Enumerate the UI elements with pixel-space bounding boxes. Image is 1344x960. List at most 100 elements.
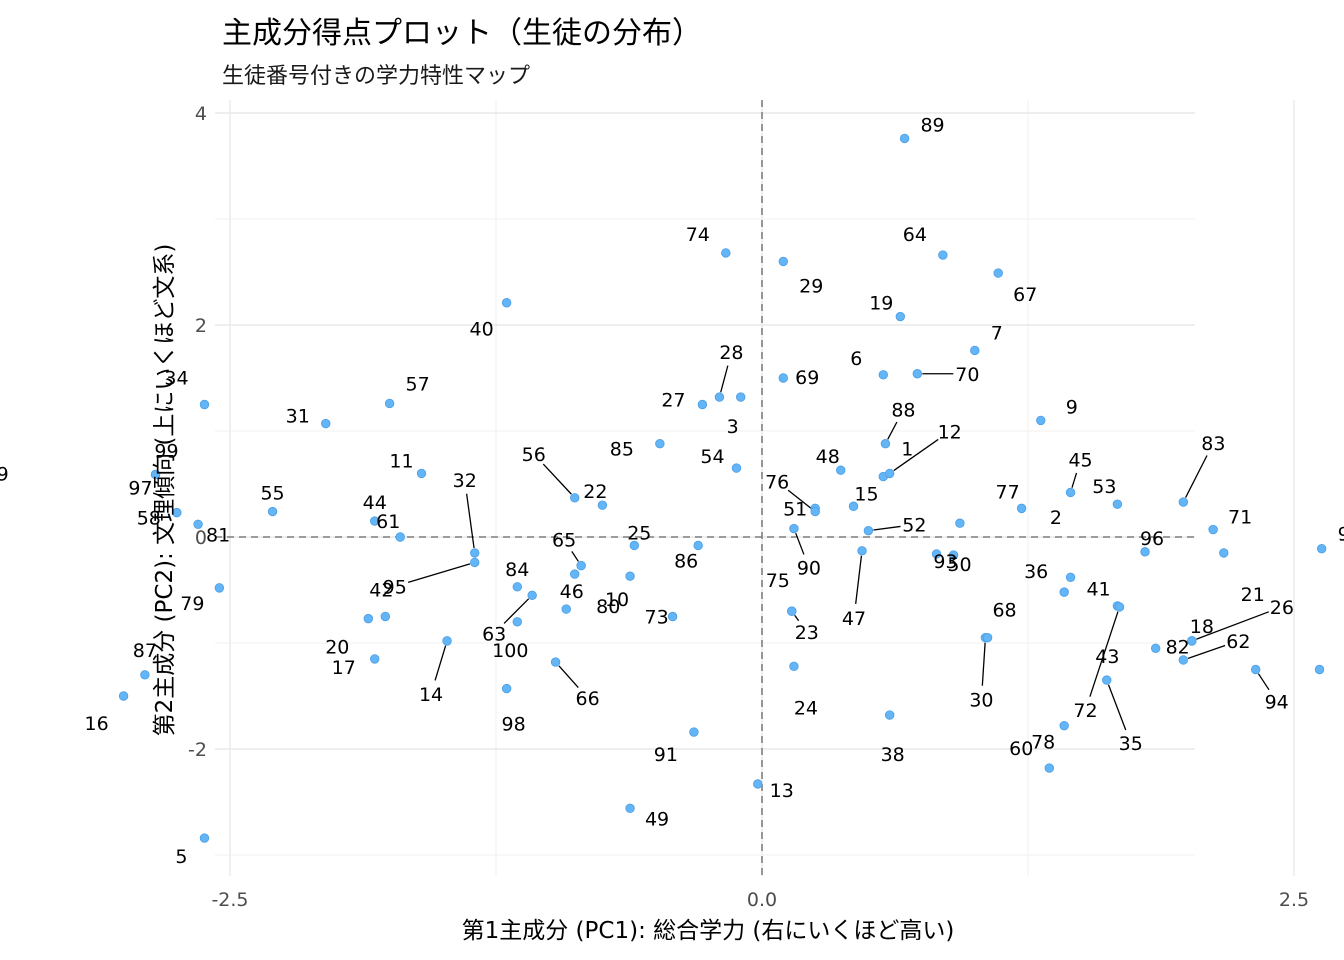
label-leader-line	[795, 532, 805, 555]
data-point	[1250, 664, 1261, 675]
data-point	[948, 550, 959, 560]
point-label: 35	[1119, 733, 1143, 755]
data-point	[512, 617, 522, 627]
data-point	[857, 546, 867, 556]
point-label: 31	[286, 406, 310, 428]
point-label: 87	[133, 640, 157, 662]
data-point	[267, 506, 278, 517]
data-point	[561, 604, 571, 614]
label-leader-line	[855, 555, 863, 604]
label-leader-line	[1071, 472, 1078, 488]
data-point	[380, 611, 391, 622]
point-label: 13	[770, 780, 794, 802]
point-label: 57	[406, 373, 430, 395]
point-label: 98	[502, 714, 526, 736]
point-label: 53	[1092, 476, 1116, 498]
point-label: 43	[1095, 646, 1119, 668]
point-label: 6	[850, 348, 862, 370]
data-points	[118, 133, 1327, 843]
data-point	[629, 540, 640, 551]
point-label: 91	[654, 744, 678, 766]
point-label: 82	[1166, 636, 1190, 658]
y-tick-label: 2	[195, 315, 207, 337]
data-point	[884, 710, 895, 720]
label-leader-line	[1187, 644, 1226, 659]
point-label: 74	[686, 224, 710, 246]
point-label: 3	[727, 416, 739, 438]
label-leader-line	[893, 438, 939, 472]
y-tick-label: -2	[188, 739, 207, 761]
point-label: 18	[1190, 616, 1214, 638]
point-label: 44	[363, 492, 387, 514]
point-label: 75	[766, 570, 790, 592]
x-axis-title: 第1主成分 (PC1): 総合学力 (右にいくほど高い)	[462, 918, 955, 944]
point-label: 93	[933, 551, 957, 573]
y-tick-label: 4	[195, 103, 207, 125]
data-point	[955, 518, 965, 528]
label-leader-line	[873, 525, 901, 531]
point-label: 73	[645, 607, 669, 629]
point-label: 25	[627, 522, 651, 544]
data-point	[501, 683, 512, 694]
data-point	[1036, 415, 1046, 426]
point-label: 20	[325, 637, 349, 659]
x-tick-label: -2.5	[211, 889, 248, 911]
point-label: 61	[376, 511, 400, 533]
point-label: 54	[700, 446, 724, 468]
data-point	[993, 268, 1003, 278]
point-label: 95	[383, 576, 407, 598]
data-point	[570, 493, 580, 503]
point-label: 23	[795, 622, 819, 644]
point-label: 83	[1201, 433, 1225, 455]
data-point	[395, 532, 405, 542]
data-point	[576, 560, 586, 571]
data-point	[1219, 548, 1229, 558]
data-point	[597, 500, 608, 510]
point-label: 78	[1031, 732, 1055, 754]
data-point	[899, 133, 910, 144]
point-label: 81	[206, 524, 230, 546]
point-label: 67	[1013, 284, 1037, 306]
point-label: 69	[795, 367, 819, 389]
data-point	[1178, 655, 1189, 665]
label-leader-line	[542, 463, 572, 495]
x-tick-label: 0.0	[747, 889, 777, 911]
point-label: 65	[552, 530, 576, 552]
data-point	[880, 439, 891, 449]
point-label: 56	[522, 444, 546, 466]
point-label: 72	[1073, 700, 1097, 722]
data-point	[470, 548, 480, 558]
label-leader-line	[981, 642, 986, 686]
point-label: 63	[482, 623, 506, 645]
data-point	[938, 250, 948, 260]
point-label: 28	[719, 342, 743, 364]
point-label: 51	[783, 498, 807, 520]
data-point	[625, 803, 635, 814]
data-point	[1016, 503, 1027, 514]
point-label: 97	[128, 477, 152, 499]
data-point	[193, 519, 203, 529]
data-point	[1059, 720, 1069, 731]
point-label: 85	[610, 439, 634, 461]
point-label: 11	[389, 450, 413, 472]
point-label: 29	[799, 275, 823, 297]
data-point	[848, 501, 859, 511]
point-label: 7	[991, 322, 1003, 344]
grid-layer	[215, 100, 1295, 876]
data-point	[689, 727, 699, 737]
data-point	[1208, 524, 1218, 535]
data-point	[731, 463, 742, 473]
data-point	[1314, 664, 1325, 675]
label-leader-line	[1107, 684, 1127, 731]
data-point	[810, 506, 820, 517]
data-point	[736, 392, 746, 402]
point-label: 41	[1086, 578, 1110, 600]
point-label: 64	[903, 224, 927, 246]
data-point	[787, 606, 797, 616]
point-label: 94	[1265, 692, 1289, 714]
data-point	[384, 398, 395, 409]
data-point	[931, 549, 942, 559]
point-label: 5	[175, 846, 187, 868]
data-point	[1316, 543, 1327, 554]
